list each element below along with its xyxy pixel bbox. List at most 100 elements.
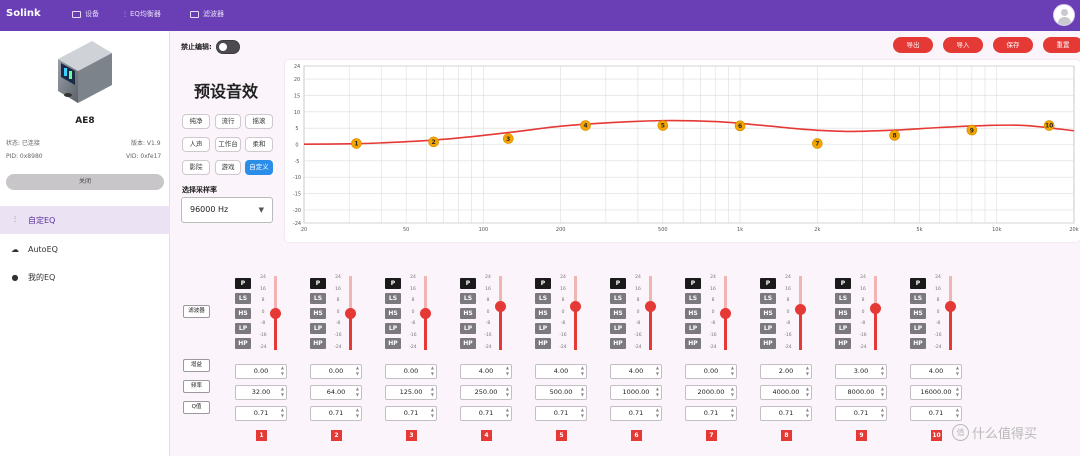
stepper-arrows-icon[interactable]: ▲ ▼ (880, 386, 884, 397)
frequency-input[interactable]: 32.00 ▲ ▼ (235, 385, 287, 400)
frequency-input[interactable]: 8000.00 ▲ ▼ (835, 385, 887, 400)
frequency-input[interactable]: 1000.00 ▲ ▼ (610, 385, 662, 400)
q-input[interactable]: 0.71 ▲ ▼ (910, 406, 962, 421)
filter-type-button[interactable]: HS (235, 308, 251, 319)
stepper-arrows-icon[interactable]: ▲ ▼ (955, 386, 959, 397)
gain-input[interactable]: 4.00 ▲ ▼ (910, 364, 962, 379)
filter-type-button[interactable]: HP (910, 338, 926, 349)
gain-slider-thumb[interactable] (645, 301, 656, 313)
stepper-arrows-icon[interactable]: ▲ ▼ (580, 386, 584, 397)
filter-type-button[interactable]: HS (760, 308, 776, 319)
frequency-input[interactable]: 500.00 ▲ ▼ (535, 385, 587, 400)
filter-type-button[interactable]: HP (610, 338, 626, 349)
stepper-arrows-icon[interactable]: ▲ ▼ (505, 407, 509, 418)
preset-chip[interactable]: 影院 (182, 160, 210, 175)
gain-slider-thumb[interactable] (945, 301, 956, 313)
filter-type-button[interactable]: LS (760, 293, 776, 304)
filter-type-button[interactable]: LS (685, 293, 701, 304)
gain-input[interactable]: 4.00 ▲ ▼ (460, 364, 512, 379)
filter-type-button[interactable]: LP (460, 323, 476, 334)
filter-type-button[interactable]: HP (385, 338, 401, 349)
gain-input[interactable]: 4.00 ▲ ▼ (535, 364, 587, 379)
filter-type-button[interactable]: P (760, 278, 776, 289)
preset-chip[interactable]: 自定义 (245, 160, 273, 175)
filter-type-button[interactable]: HP (760, 338, 776, 349)
save-button[interactable]: 保存 (993, 37, 1033, 53)
sample-rate-select[interactable]: 96000 Hz ▼ (181, 197, 273, 223)
filter-type-button[interactable]: HS (385, 308, 401, 319)
frequency-input[interactable]: 64.00 ▲ ▼ (310, 385, 362, 400)
stepper-arrows-icon[interactable]: ▲ ▼ (355, 365, 359, 376)
edit-lock-toggle[interactable] (215, 40, 240, 54)
nav-item-eq[interactable]: ⫶ EQ均衡器 (124, 9, 161, 19)
gain-slider-thumb[interactable] (270, 307, 281, 319)
q-input[interactable]: 0.71 ▲ ▼ (460, 406, 512, 421)
frequency-input[interactable]: 16000.00 ▲ ▼ (910, 385, 962, 400)
filter-type-button[interactable]: HS (310, 308, 326, 319)
stepper-arrows-icon[interactable]: ▲ ▼ (280, 365, 284, 376)
stepper-arrows-icon[interactable]: ▲ ▼ (655, 386, 659, 397)
filter-type-button[interactable]: HS (460, 308, 476, 319)
q-input[interactable]: 0.71 ▲ ▼ (610, 406, 662, 421)
gain-input[interactable]: 0.00 ▲ ▼ (385, 364, 437, 379)
gain-slider-thumb[interactable] (870, 302, 881, 314)
stepper-arrows-icon[interactable]: ▲ ▼ (880, 365, 884, 376)
gain-slider-thumb[interactable] (720, 307, 731, 319)
frequency-input[interactable]: 250.00 ▲ ▼ (460, 385, 512, 400)
q-input[interactable]: 0.71 ▲ ▼ (310, 406, 362, 421)
q-input[interactable]: 0.71 ▲ ▼ (685, 406, 737, 421)
gain-input[interactable]: 2.00 ▲ ▼ (760, 364, 812, 379)
filter-type-button[interactable]: LP (235, 323, 251, 334)
stepper-arrows-icon[interactable]: ▲ ▼ (430, 407, 434, 418)
q-input[interactable]: 0.71 ▲ ▼ (760, 406, 812, 421)
filter-type-button[interactable]: HP (835, 338, 851, 349)
filter-type-button[interactable]: HS (535, 308, 551, 319)
filter-type-button[interactable]: P (385, 278, 401, 289)
sidebar-item-custom-eq[interactable]: ⫶ 自定EQ (0, 206, 170, 234)
filter-type-button[interactable]: LS (910, 293, 926, 304)
frequency-input[interactable]: 125.00 ▲ ▼ (385, 385, 437, 400)
nav-item-filter[interactable]: 滤波器 (190, 9, 224, 19)
stepper-arrows-icon[interactable]: ▲ ▼ (805, 386, 809, 397)
filter-type-button[interactable]: HP (460, 338, 476, 349)
stepper-arrows-icon[interactable]: ▲ ▼ (280, 407, 284, 418)
stepper-arrows-icon[interactable]: ▲ ▼ (430, 365, 434, 376)
frequency-input[interactable]: 4000.00 ▲ ▼ (760, 385, 812, 400)
filter-type-button[interactable]: LP (910, 323, 926, 334)
stepper-arrows-icon[interactable]: ▲ ▼ (355, 386, 359, 397)
gain-input[interactable]: 0.00 ▲ ▼ (310, 364, 362, 379)
preset-chip[interactable]: 柔和 (245, 137, 273, 152)
frequency-input[interactable]: 2000.00 ▲ ▼ (685, 385, 737, 400)
filter-type-button[interactable]: P (310, 278, 326, 289)
nav-item-device[interactable]: 设备 (72, 9, 99, 19)
gain-input[interactable]: 4.00 ▲ ▼ (610, 364, 662, 379)
filter-type-button[interactable]: LP (685, 323, 701, 334)
stepper-arrows-icon[interactable]: ▲ ▼ (505, 386, 509, 397)
filter-type-button[interactable]: HS (685, 308, 701, 319)
stepper-arrows-icon[interactable]: ▲ ▼ (355, 407, 359, 418)
filter-type-button[interactable]: P (685, 278, 701, 289)
filter-type-button[interactable]: LS (535, 293, 551, 304)
filter-type-button[interactable]: HS (910, 308, 926, 319)
gain-slider-thumb[interactable] (420, 307, 431, 319)
stepper-arrows-icon[interactable]: ▲ ▼ (580, 407, 584, 418)
filter-type-button[interactable]: LS (235, 293, 251, 304)
avatar[interactable] (1053, 4, 1075, 26)
filter-type-button[interactable]: P (235, 278, 251, 289)
stepper-arrows-icon[interactable]: ▲ ▼ (730, 365, 734, 376)
sidebar-item-autoeq[interactable]: ☁ AutoEQ (0, 235, 170, 263)
stepper-arrows-icon[interactable]: ▲ ▼ (805, 407, 809, 418)
preset-chip[interactable]: 工作台 (215, 137, 241, 152)
filter-type-button[interactable]: LP (385, 323, 401, 334)
gain-slider-thumb[interactable] (345, 307, 356, 319)
reset-button[interactable]: 重置 (1043, 37, 1080, 53)
filter-type-button[interactable]: LP (835, 323, 851, 334)
filter-type-button[interactable]: P (910, 278, 926, 289)
filter-type-button[interactable]: HS (835, 308, 851, 319)
gain-input[interactable]: 0.00 ▲ ▼ (685, 364, 737, 379)
preset-chip[interactable]: 人声 (182, 137, 210, 152)
stepper-arrows-icon[interactable]: ▲ ▼ (730, 407, 734, 418)
filter-type-button[interactable]: LS (610, 293, 626, 304)
stepper-arrows-icon[interactable]: ▲ ▼ (280, 386, 284, 397)
